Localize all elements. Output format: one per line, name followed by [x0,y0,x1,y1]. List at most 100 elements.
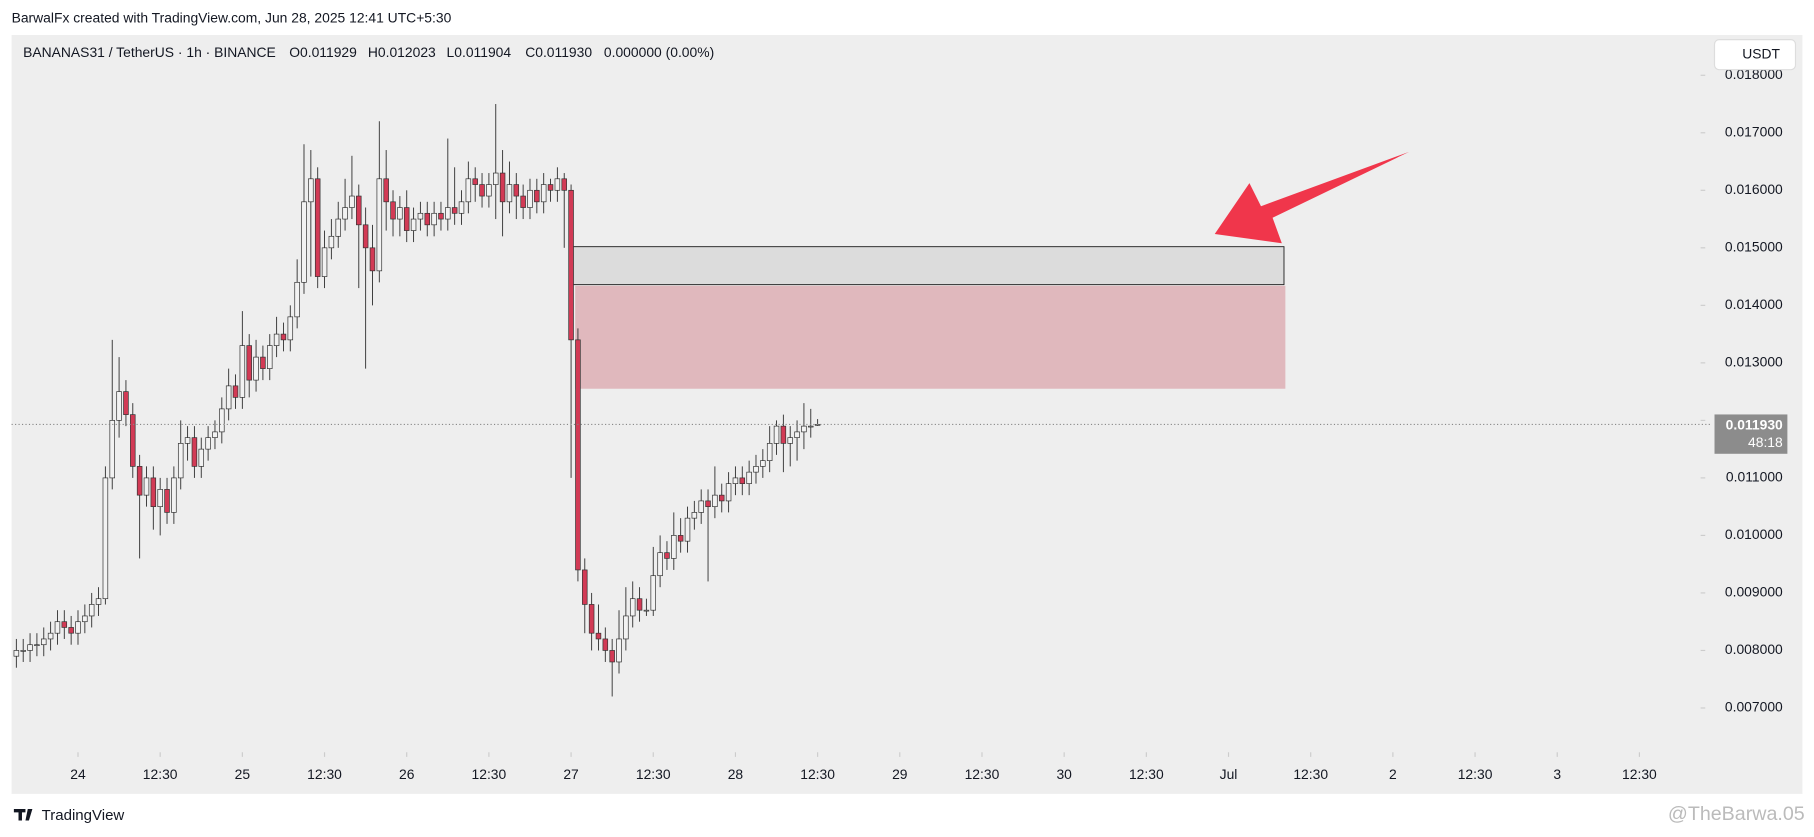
candle-body [260,356,266,369]
candle-body [451,207,458,214]
candle-body [424,212,431,226]
symbol: BANANAS31 / TetherUS · 1h · BINANCE [23,44,276,60]
candle-body [273,333,280,346]
candle-body [219,408,225,433]
candle-body [301,201,307,283]
candle-body [636,598,643,611]
candle-body [746,471,752,484]
legend-close: C0.011930 [525,44,592,60]
price-label-box [1714,414,1788,454]
x-tick-label: 12:30 [472,766,507,782]
candle-body [664,552,670,559]
candle-body [369,247,376,272]
y-tick-label: 0.007000 [1725,699,1783,715]
candle-body [376,178,383,272]
candle-body [171,477,177,513]
candle-body [13,650,20,657]
candle-body [54,621,61,634]
x-tick-label: 2 [1389,766,1397,782]
candle-body [164,489,170,513]
candle-body [61,621,68,628]
x-tick-label: 12:30 [636,766,671,782]
candle-body [431,212,437,226]
plot: 0.007000 0.008000 0.009000 0.010000 0.011000… [11,66,1783,782]
candle-body [177,443,184,479]
candle-body [150,477,157,508]
candle-body [766,443,773,461]
candle-body [136,466,143,496]
candle-body [47,632,54,640]
legend-open: O0.011929 [289,44,357,60]
x-tick-label: 27 [563,766,579,782]
y-tick-label: 0.008000 [1725,641,1783,657]
candle-body [356,195,362,226]
candle-body [246,345,252,381]
candle-body [753,466,759,473]
x-tick-label: 28 [728,766,744,782]
candle-body [780,425,787,444]
candle-body [650,575,657,611]
candle-body [725,483,732,502]
candle-body [123,391,129,415]
candle-body [773,425,780,444]
candle-body [102,477,109,600]
candle-body [718,494,725,502]
candle-body [157,489,163,508]
plot-area [11,34,1803,794]
candle-body [95,598,102,605]
x-tick-label: 12:30 [1458,766,1493,782]
candle-body [732,477,739,484]
candle-body [623,615,629,640]
legend-change: 0.000000 (0.00%) [604,44,714,60]
candle-body [212,431,218,438]
x-tick-label: Jul [1220,766,1238,782]
candle-body [465,178,472,203]
candle-body [499,172,506,203]
candle-body [75,621,81,634]
candle-body [801,425,807,433]
y-tick-label: 0.009000 [1725,584,1783,600]
candle-body [287,316,294,341]
candle-body [575,339,581,571]
candle-body [493,172,499,185]
candle-body [547,184,554,191]
credit: BarwalFx created with TradingView.com, J… [12,9,452,25]
candle-body [20,650,26,652]
candle-body [739,477,746,484]
candle-body [540,184,547,203]
x-tick-label: 12:30 [1293,766,1328,782]
candle-body [239,345,246,398]
candle-body [184,437,191,444]
candle-body [438,212,444,220]
candle-body [527,189,533,208]
candle-body [321,247,328,277]
candle-body [616,638,622,663]
candle-body [479,184,485,197]
x-tick-label: 24 [70,766,86,782]
candle-body [225,385,232,410]
candle-body [294,281,300,318]
candle-body [671,535,677,559]
currency-button[interactable] [1713,39,1797,71]
candle-body [403,207,410,231]
candle-body [629,598,636,617]
legend-low: L0.011904 [447,44,512,60]
candle-body [27,644,33,651]
x-tick-label: 26 [399,766,415,782]
candle-body [410,218,417,231]
candle-body [595,632,602,640]
candle-body [657,552,663,577]
candle-body [349,195,355,208]
y-tick-label: 0.015000 [1725,238,1783,254]
candle-body [561,178,567,191]
x-tick-label: 12:30 [143,766,178,782]
candle-body [82,615,88,623]
y-tick-label: 0.014000 [1725,296,1783,312]
candle-body [362,224,369,249]
candle-body [588,604,595,634]
candle-body [390,201,396,220]
candle-body [691,512,698,519]
candle-body [253,356,259,381]
